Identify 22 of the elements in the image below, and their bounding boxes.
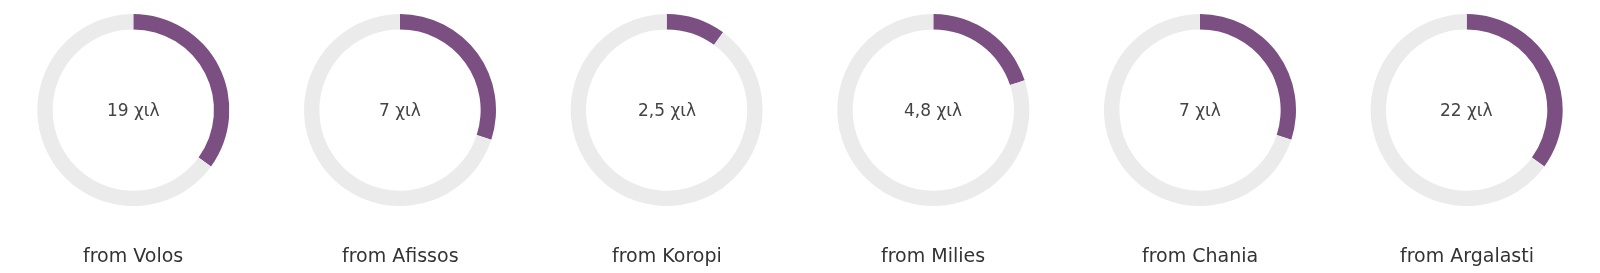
donut-slice	[1104, 14, 1292, 206]
text: 22 χιλ	[1440, 100, 1493, 120]
text: from Volos	[83, 244, 184, 266]
text: from Chania	[1142, 244, 1259, 266]
donut-slice	[666, 14, 724, 45]
donut-slice	[837, 14, 1030, 206]
donut-slice	[1466, 14, 1563, 167]
donut-slice	[304, 14, 492, 206]
donut-slice	[570, 14, 763, 206]
donut-slice	[933, 14, 1025, 86]
text: 7 χιλ	[1179, 100, 1221, 120]
donut-slice	[133, 14, 230, 167]
text: from Koropi	[612, 244, 722, 266]
text: from Milies	[881, 244, 986, 266]
text: 19 χιλ	[107, 100, 160, 120]
donut-slice	[37, 14, 211, 206]
text: 7 χιλ	[379, 100, 421, 120]
text: from Argalasti	[1400, 244, 1534, 266]
text: 4,8 χιλ	[904, 100, 963, 120]
text: 2,5 χιλ	[638, 100, 697, 120]
donut-slice	[1370, 14, 1545, 206]
text: from Afissos	[342, 244, 459, 266]
